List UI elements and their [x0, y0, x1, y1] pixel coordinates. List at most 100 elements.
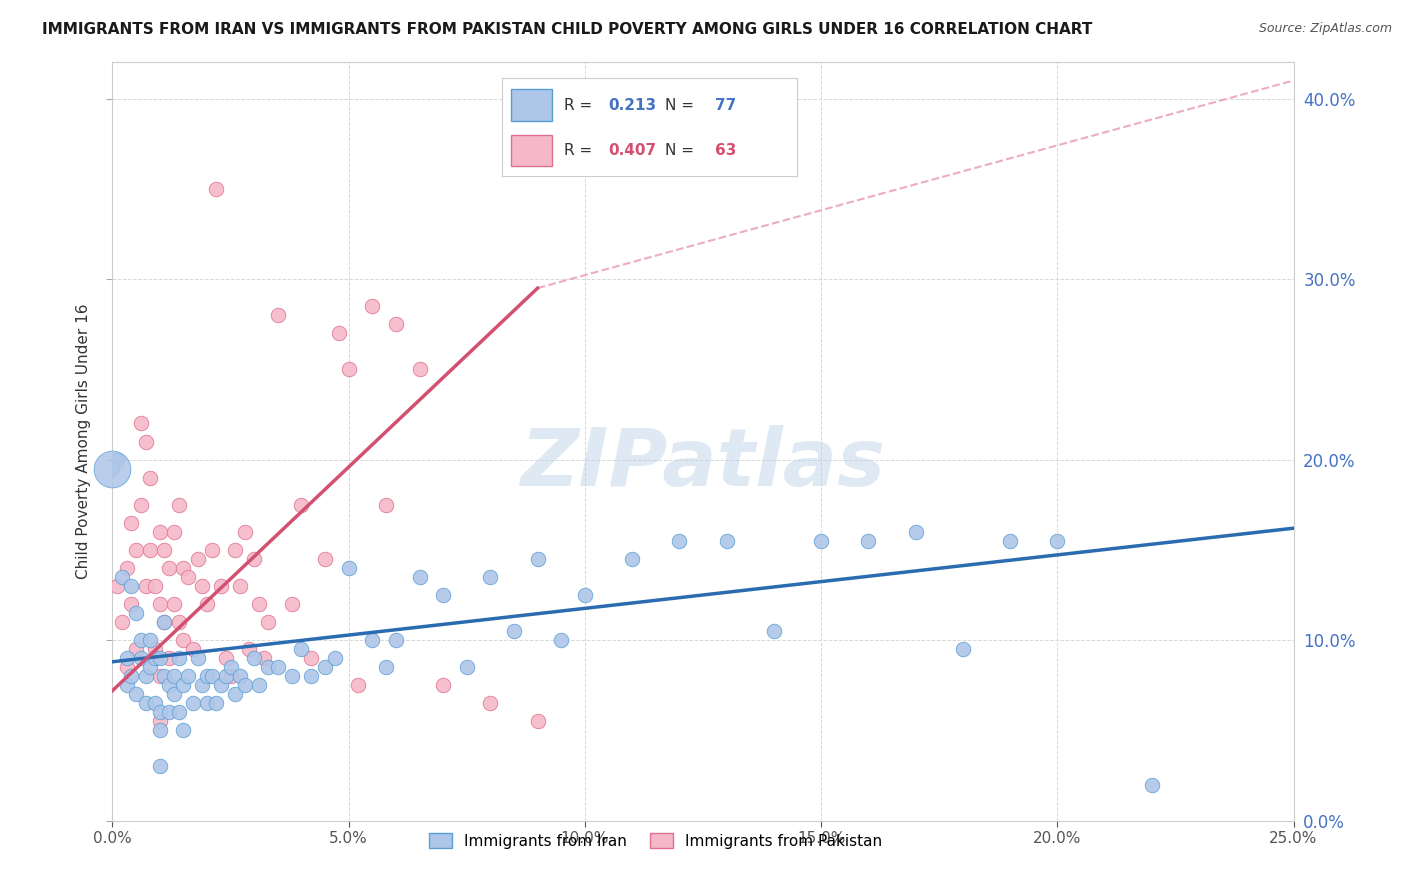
Point — [432, 678, 454, 692]
Point — [229, 669, 252, 683]
Point — [135, 669, 157, 683]
Point — [191, 678, 214, 692]
Point — [952, 642, 974, 657]
Text: Source: ZipAtlas.com: Source: ZipAtlas.com — [1258, 22, 1392, 36]
Point — [149, 723, 172, 738]
Point — [172, 723, 194, 738]
Point — [247, 597, 270, 611]
Point — [716, 533, 738, 548]
Point — [323, 651, 346, 665]
Point — [143, 642, 166, 657]
Point — [1140, 778, 1163, 792]
Point — [186, 552, 208, 566]
Point — [157, 678, 180, 692]
Point — [574, 588, 596, 602]
Point — [181, 642, 204, 657]
Point — [247, 678, 270, 692]
Point — [205, 696, 228, 710]
Point — [347, 678, 370, 692]
Point — [111, 615, 134, 629]
Point — [408, 570, 430, 584]
Point — [111, 570, 134, 584]
Point — [153, 542, 176, 557]
Point — [385, 633, 408, 648]
Point — [238, 642, 260, 657]
Point — [550, 633, 572, 648]
Point — [233, 678, 256, 692]
Point — [998, 533, 1021, 548]
Point — [479, 570, 502, 584]
Legend: Immigrants from Iran, Immigrants from Pakistan: Immigrants from Iran, Immigrants from Pa… — [423, 827, 889, 855]
Point — [135, 579, 157, 593]
Point — [125, 687, 148, 701]
Point — [267, 660, 290, 674]
Point — [163, 524, 186, 539]
Point — [243, 552, 266, 566]
Point — [129, 498, 152, 512]
Point — [762, 624, 785, 639]
Point — [526, 552, 548, 566]
Point — [290, 642, 312, 657]
Point — [432, 588, 454, 602]
Point — [153, 615, 176, 629]
Text: IMMIGRANTS FROM IRAN VS IMMIGRANTS FROM PAKISTAN CHILD POVERTY AMONG GIRLS UNDER: IMMIGRANTS FROM IRAN VS IMMIGRANTS FROM … — [42, 22, 1092, 37]
Point — [337, 561, 360, 575]
Point — [281, 597, 304, 611]
Point — [153, 669, 176, 683]
Point — [149, 714, 172, 729]
Point — [621, 552, 644, 566]
Point — [105, 579, 128, 593]
Point — [139, 660, 162, 674]
Point — [219, 669, 242, 683]
Point — [215, 651, 238, 665]
Point — [149, 669, 172, 683]
Point — [195, 669, 218, 683]
Point — [668, 533, 690, 548]
Point — [129, 417, 152, 431]
Point — [115, 651, 138, 665]
Point — [314, 552, 336, 566]
Point — [139, 633, 162, 648]
Point — [157, 561, 180, 575]
Point — [224, 687, 246, 701]
Y-axis label: Child Poverty Among Girls Under 16: Child Poverty Among Girls Under 16 — [76, 304, 91, 579]
Point — [149, 651, 172, 665]
Point — [167, 651, 190, 665]
Point — [904, 524, 927, 539]
Point — [526, 714, 548, 729]
Point — [163, 669, 186, 683]
Point — [479, 696, 502, 710]
Point — [120, 516, 142, 530]
Point — [253, 651, 276, 665]
Point — [157, 651, 180, 665]
Point — [810, 533, 832, 548]
Point — [224, 542, 246, 557]
Point — [120, 669, 142, 683]
Point — [1046, 533, 1069, 548]
Point — [209, 579, 232, 593]
Point — [153, 615, 176, 629]
Point — [257, 660, 280, 674]
Point — [186, 651, 208, 665]
Point — [233, 524, 256, 539]
Point — [139, 470, 162, 484]
Point — [337, 362, 360, 376]
Point — [125, 606, 148, 620]
Point — [215, 669, 238, 683]
Point — [115, 561, 138, 575]
Point — [257, 615, 280, 629]
Point — [125, 542, 148, 557]
Point — [120, 597, 142, 611]
Text: ZIPatlas: ZIPatlas — [520, 425, 886, 503]
Point — [157, 706, 180, 720]
Point — [408, 362, 430, 376]
Point — [172, 561, 194, 575]
Point — [281, 669, 304, 683]
Point — [267, 308, 290, 322]
Point — [385, 317, 408, 331]
Point — [205, 182, 228, 196]
Point — [243, 651, 266, 665]
Point — [201, 669, 224, 683]
Point — [149, 706, 172, 720]
Point — [858, 533, 880, 548]
